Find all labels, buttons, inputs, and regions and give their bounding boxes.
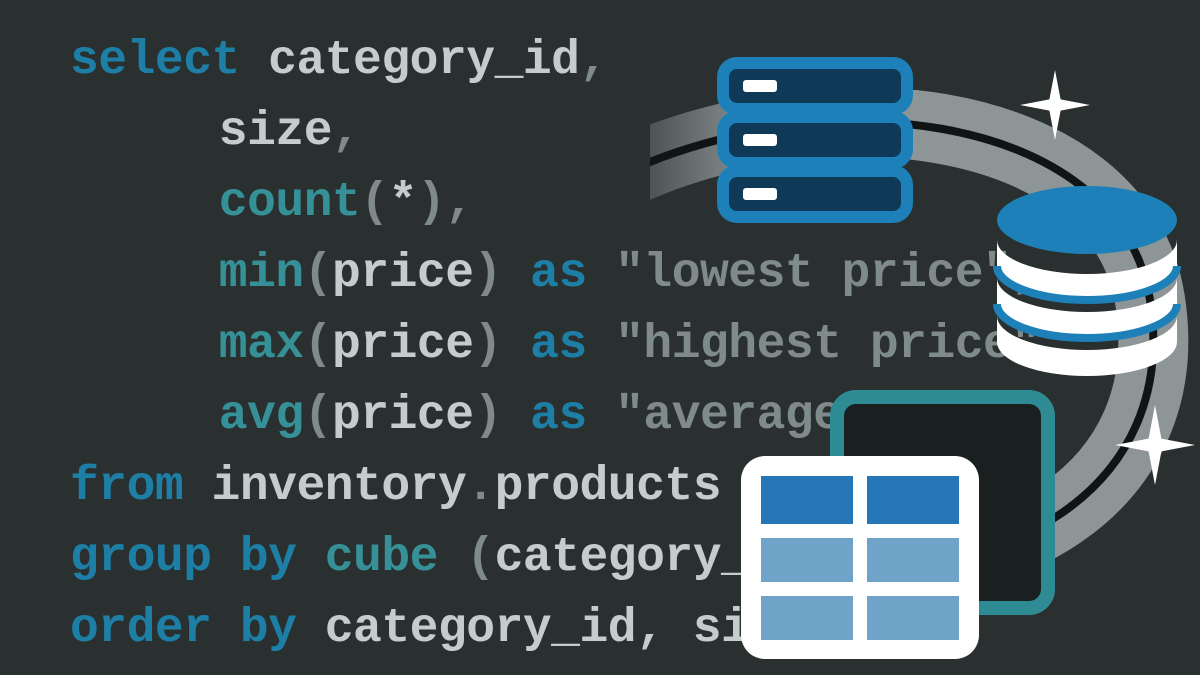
table-icon	[735, 450, 985, 665]
fn-avg: avg	[219, 389, 304, 443]
table-products: products	[495, 460, 721, 514]
kw-as: as	[502, 247, 615, 301]
comma: ,	[332, 105, 360, 159]
kw-as: as	[502, 389, 615, 443]
comma: ,	[579, 34, 607, 88]
star: *	[389, 176, 417, 230]
schema-inventory: inventory	[183, 460, 466, 514]
server-icon	[715, 55, 915, 225]
alias-highest: "highest price"	[615, 318, 1040, 372]
arg-price: price	[332, 389, 474, 443]
col-size: size	[219, 105, 332, 159]
fn-min: min	[219, 247, 304, 301]
arg-price: price	[332, 318, 474, 372]
kw-as: as	[502, 318, 615, 372]
comma: ,	[445, 176, 473, 230]
paren-open: (	[360, 176, 388, 230]
col-category-id: category_id	[240, 34, 580, 88]
kw-from: from	[70, 460, 183, 514]
sparkle-icon	[1020, 70, 1090, 140]
kw-order-by: order by	[70, 602, 296, 656]
database-icon	[992, 180, 1182, 380]
paren-close: )	[417, 176, 445, 230]
sql-infographic: select category_id, size, count(*), min(…	[0, 0, 1200, 675]
order-cols: category_id, size	[296, 602, 805, 656]
fn-max: max	[219, 318, 304, 372]
arg-price: price	[332, 247, 474, 301]
sparkle-icon	[1115, 405, 1195, 485]
fn-count: count	[219, 176, 361, 230]
fn-cube: cube	[296, 531, 466, 585]
kw-select: select	[70, 34, 240, 88]
alias-lowest: "lowest price"	[615, 247, 1011, 301]
kw-group-by: group by	[70, 531, 296, 585]
